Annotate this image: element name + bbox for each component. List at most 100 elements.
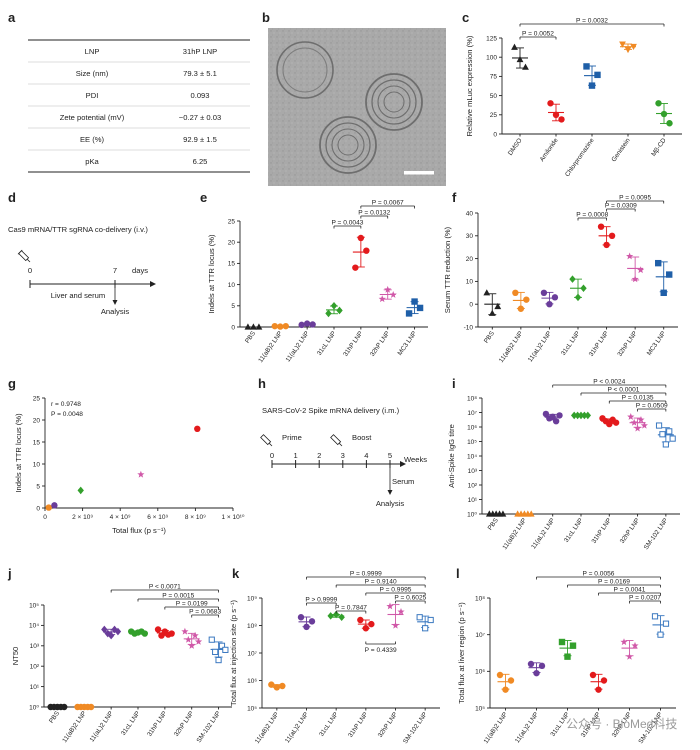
data-point: [332, 610, 340, 619]
data-point: [657, 631, 664, 638]
data-point: [542, 410, 550, 418]
timeline-day-7: 7: [113, 266, 117, 275]
data-point: [588, 82, 596, 89]
data-point: [271, 322, 278, 330]
data-point: [384, 285, 392, 293]
category-label: 31cL LNP: [120, 710, 142, 737]
category-label: 31cL LNP: [563, 517, 585, 544]
y-tick-label: 10⁵: [247, 705, 257, 712]
data-point: [620, 638, 628, 646]
chart-c: 0 25 50 75 100 125 Relative mLuc expression (%…: [465, 17, 682, 178]
data-point: [45, 504, 52, 511]
data-point: [502, 686, 509, 693]
y-tick-label: 10: [466, 279, 474, 286]
category-label: 31hP LNP: [146, 710, 168, 738]
data-point: [268, 681, 275, 688]
data-point: [662, 441, 669, 448]
data-point: [494, 302, 502, 310]
category-label: 32hP LNP: [369, 330, 391, 358]
p-value-label: P = 0.9995: [380, 586, 412, 593]
chart-j: 10⁰ 10¹ 10² 10³ 10⁴ 10⁵ NT50 PBS 11(aB)2 LNP 11(a…: [11, 583, 232, 744]
stat-label: r = 0.9748: [51, 401, 81, 408]
p-value-label: P = 0.9999: [350, 570, 382, 577]
data-point: [507, 677, 515, 684]
category-label: 31hP LNP: [347, 711, 369, 739]
data-point: [483, 289, 491, 296]
y-tick-label: 10⁵: [29, 602, 39, 609]
category-label: PBS: [487, 517, 500, 531]
data-point: [523, 296, 530, 303]
y-axis-label: Serum TTR reduction (%): [443, 226, 452, 313]
data-point: [619, 41, 626, 48]
timeline-tick-label: 5: [388, 451, 392, 460]
data-point: [631, 275, 639, 283]
p-value-label: P = 0.0043: [331, 219, 363, 226]
data-point: [552, 111, 560, 119]
data-point: [569, 642, 577, 649]
category-label: 11(aL)2 LNP: [89, 710, 115, 743]
panel-letter-g: g: [8, 376, 16, 391]
p-value-label: P = 0.0199: [176, 600, 208, 607]
y-tick-label: 10⁷: [467, 410, 477, 417]
data-point: [660, 110, 668, 118]
y-axis-label: Relative mLuc expression (%): [465, 35, 474, 136]
y-tick-label: 10⁸: [475, 595, 485, 602]
table-cell: 6.25: [193, 157, 208, 166]
y-tick-label: 15: [33, 439, 41, 446]
category-label: 31hP LNP: [342, 330, 364, 358]
y-tick-label: 0: [493, 131, 497, 138]
data-point: [584, 411, 591, 420]
category-label: 31cL LNP: [560, 330, 582, 357]
timeline-prime: Prime: [282, 433, 302, 442]
timeline-tick-label: 1: [293, 451, 297, 460]
category-label: 31hP LNP: [588, 330, 610, 358]
p-value-label: P = 0.0135: [622, 394, 654, 401]
category-label: 32hP LNP: [619, 517, 641, 545]
y-axis-label: Indels at TTR locus (%): [14, 413, 23, 493]
panel-letter-e: e: [200, 190, 207, 205]
y-axis-label: Anti-Spike IgG titre: [447, 424, 456, 488]
data-point: [114, 627, 122, 636]
data-point: [640, 421, 648, 429]
p-value-label: P = 0.0095: [619, 194, 651, 201]
data-point: [194, 637, 203, 645]
y-tick-label: 10⁶: [467, 424, 477, 431]
y-tick-label: 50: [490, 93, 498, 100]
category-label: 11(aB)2 LNP: [257, 330, 284, 364]
category-label: SM-102 LNP: [195, 710, 222, 744]
y-tick-label: 10⁷: [475, 632, 485, 639]
table-cell: EE (%): [80, 135, 105, 144]
chart-i: 10⁰ 10¹ 10² 10³ 10⁴ 10⁵ 10⁶ 10⁷ 10⁸ Anti-Spike Ig…: [447, 378, 680, 551]
y-tick-label: 5: [36, 483, 40, 490]
scale-bar: [404, 171, 434, 175]
data-point: [651, 613, 659, 620]
data-point: [666, 271, 673, 278]
category-label: 32hP LNP: [173, 710, 195, 738]
data-point: [660, 289, 667, 296]
data-point: [330, 302, 338, 310]
data-point: [368, 620, 375, 628]
data-point: [338, 613, 345, 622]
y-tick-label: 10⁶: [475, 669, 485, 676]
data-point: [303, 623, 310, 631]
y-tick-label: 0: [231, 324, 235, 331]
p-value-label: P = 0.6025: [394, 594, 426, 601]
p-value-label: P = 0.0056: [583, 570, 615, 577]
table-cell: 0.093: [190, 91, 209, 100]
p-value-label: P < 0.0024: [593, 378, 625, 385]
data-point: [637, 415, 645, 423]
data-point: [255, 323, 263, 330]
data-point: [363, 247, 370, 254]
watermark: 公众号 · BioMed科技: [566, 717, 677, 731]
y-tick-label: 10⁸: [247, 623, 257, 630]
category-label: 31cL LNP: [318, 711, 340, 738]
data-point: [517, 305, 525, 312]
data-point: [488, 309, 496, 316]
data-point: [61, 703, 68, 711]
data-point: [547, 100, 554, 107]
table-cell: 79.3 ± 5.1: [183, 69, 217, 78]
data-point: [581, 411, 588, 420]
timeline-tick-label: 0: [270, 451, 274, 460]
panel-letter-a: a: [8, 10, 16, 25]
